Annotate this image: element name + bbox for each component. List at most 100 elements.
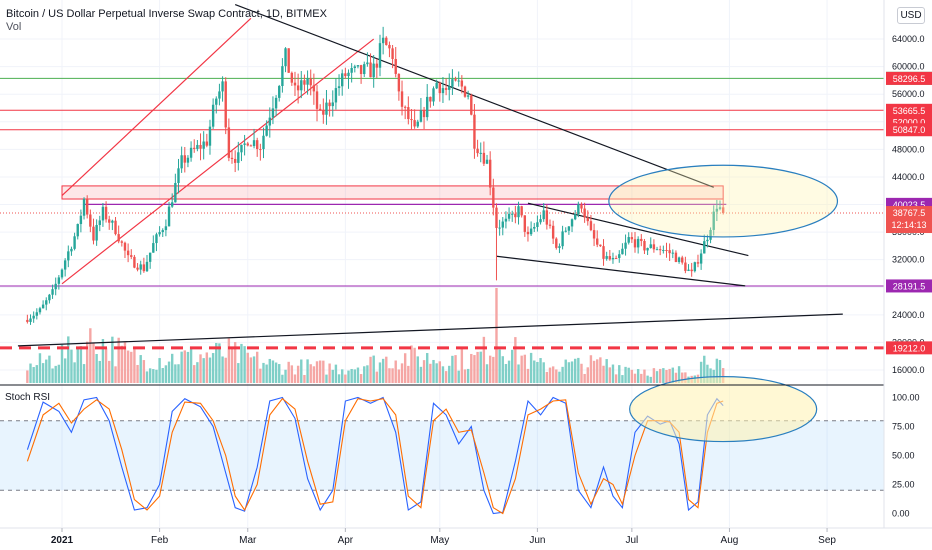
symbol-title[interactable]: Bitcoin / US Dollar Perpetual Inverse Sw… [6,8,327,20]
candle-body [296,85,300,91]
volume-bar [104,348,108,383]
candle-body [114,220,117,235]
candle-body [385,37,388,45]
volume-bar [410,345,413,383]
candle-body [677,257,681,262]
time-tick-label: May [430,535,449,546]
candle-body [567,226,571,231]
volume-bar [451,355,454,383]
candle-body [501,221,504,228]
volume-bar [372,355,375,383]
candle-body [400,91,404,107]
candle-body [463,86,467,97]
volume-bar [45,359,48,383]
candle-body [381,37,385,44]
volume-bar [551,366,555,383]
volume-bar [699,361,703,383]
candle-body [712,211,715,230]
candle-body [218,91,221,99]
volume-bar [70,349,73,383]
price-label-box [886,103,932,117]
horizontal-levels [0,77,884,350]
candle-body [586,217,589,222]
candle-body [662,249,665,251]
candle-body [224,81,227,128]
candle-body [271,108,275,118]
candle-body [640,238,643,241]
candle-body [407,107,410,120]
candle-body [57,277,61,284]
candle-body [130,255,133,257]
highlight-ellipse [608,164,839,238]
volume-indicator-label[interactable]: Vol [6,21,22,33]
volume-bar [599,357,602,383]
candle-body [284,48,287,67]
volume-bar [662,368,665,383]
candle-body [186,157,190,163]
volume-bar [164,365,168,383]
volume-bar [233,342,237,383]
volume-bar [359,374,363,383]
candle-body [60,269,64,278]
price-tick-label: 16000.0 [892,365,925,375]
candle-body [684,262,687,271]
time-tick-label: Mar [239,535,257,546]
volume-bar [721,368,725,383]
candle-body [79,215,83,225]
candle-body [699,253,703,264]
volume-bar [152,369,155,383]
volume-bar [325,374,328,383]
candle-body [73,236,76,249]
volume-bar [520,355,523,383]
volume-bar [92,343,95,383]
candle-body [26,319,29,322]
stoch-rsi-d-line [26,397,724,515]
volume-bar [495,288,498,383]
volume-bar [668,368,671,383]
volume-bar [397,369,401,383]
volume-bar [536,361,539,383]
stoch-rsi-highlight-ellipse [629,376,818,443]
time-tick-label: Jul [625,535,638,546]
rsi-tick-label: 50.00 [892,451,915,461]
volume-bar [671,367,674,383]
price-labels: 58305.058296.553665.552000.050847.040023… [886,71,932,355]
volume-bar [202,358,205,383]
candle-body [479,152,482,154]
volume-bar [381,358,385,383]
volume-bar [95,354,98,383]
volume-bar [457,370,460,383]
volume-bar [344,374,347,383]
price-label: 38767.5 [893,208,926,218]
price-tick-label: 60000.0 [892,62,925,72]
volume-bar [378,362,382,383]
volume-bar [274,362,278,383]
trend-line [61,17,252,197]
volume-bar [466,368,470,383]
candle-body [665,249,668,251]
volume-bar [318,360,322,383]
highlight-ellipses [608,164,839,238]
candle-body [63,260,67,270]
currency-button[interactable]: USD [897,7,925,24]
volume-bar [215,342,218,383]
volume-bar [328,363,331,383]
volume-bar [448,365,451,383]
volume-bar [555,369,558,383]
volume-bar [161,368,164,383]
stoch-rsi-title[interactable]: Stoch RSI [5,392,51,403]
volume-bar [26,370,29,383]
candle-body [278,86,281,98]
trend-line [496,255,746,287]
candle-body [614,257,618,259]
candle-body [237,152,240,163]
candle-body [589,221,593,231]
candle-body [230,157,234,159]
candle-body [378,43,382,68]
volume-bar [438,361,442,383]
candle-body [507,213,511,219]
candle-body [265,125,268,136]
trend-line [527,202,749,257]
candle-body [246,143,249,146]
